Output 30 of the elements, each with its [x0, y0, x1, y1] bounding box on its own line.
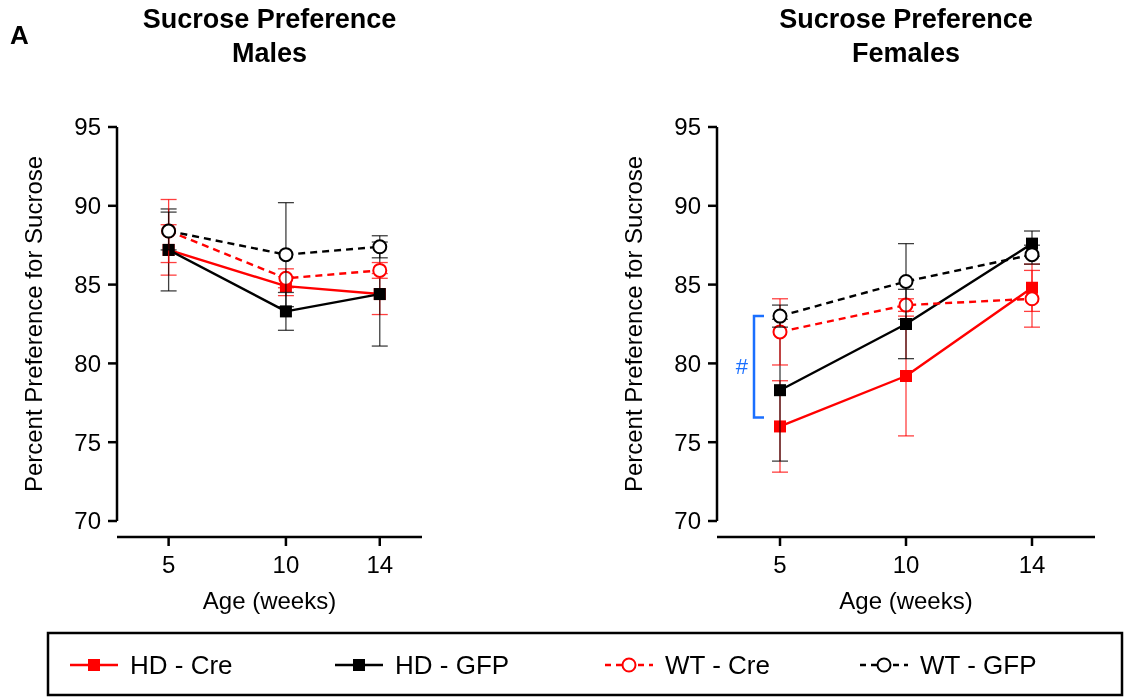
y-tick-label: 70	[674, 507, 701, 535]
y-tick-label: 70	[74, 507, 101, 535]
chart-title: Sucrose Preference Females	[779, 4, 1033, 68]
x-tick-label: 5	[773, 551, 787, 578]
legend-label: WT - Cre	[665, 650, 770, 681]
y-tick-label: 80	[74, 349, 101, 377]
y-axis-title: Percent Preference for Sucrose	[620, 155, 647, 493]
x-tick-label: 5	[161, 551, 176, 578]
y-tick-label: 85	[674, 271, 701, 298]
legend-label: HD - GFP	[395, 650, 510, 681]
y-tick-label: 75	[674, 428, 701, 456]
y-tick-label: 90	[74, 192, 101, 220]
annotation: #	[735, 354, 749, 380]
x-tick-label: 10	[892, 551, 920, 578]
x-tick-label: 14	[366, 551, 394, 578]
x-tick-label: 10	[272, 551, 300, 578]
legend-label: HD - Cre	[130, 650, 233, 681]
y-tick-label: 85	[74, 271, 101, 298]
x-tick-label: 14	[1018, 551, 1046, 578]
y-tick-label: 95	[674, 113, 701, 141]
legend-label: WT - GFP	[920, 650, 1037, 681]
x-axis-title: Age (weeks)	[202, 587, 337, 614]
y-tick-label: 95	[74, 113, 101, 141]
x-axis-title: Age (weeks)	[839, 587, 973, 614]
y-tick-label: 80	[674, 349, 701, 377]
y-tick-label: 75	[74, 428, 101, 456]
chart-title: Sucrose Preference Males	[142, 4, 397, 68]
y-axis-title: Percent Preference for Sucrose	[20, 155, 47, 493]
text: A	[10, 20, 29, 50]
y-tick-label: 90	[674, 192, 701, 220]
